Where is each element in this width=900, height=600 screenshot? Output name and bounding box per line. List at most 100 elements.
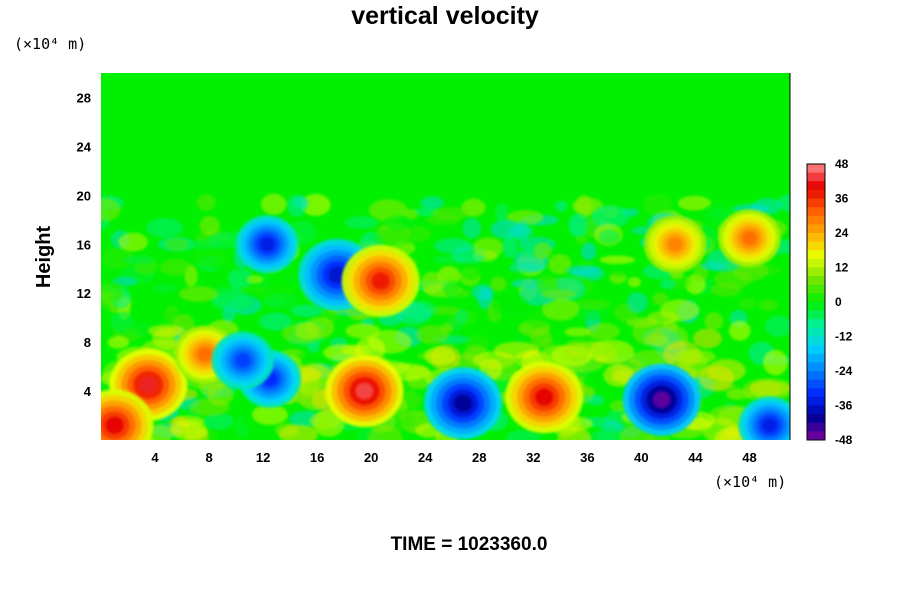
texture-cell [590,205,630,228]
velocity-cell [105,416,124,434]
texture-cell [101,198,121,221]
colorbar-swatch [807,327,825,337]
texture-cell [626,292,648,314]
velocity-cell [235,353,251,368]
y-tick-label: 24 [77,139,92,154]
texture-cell [196,194,216,211]
texture-cell [101,301,111,319]
x-axis-ticks: 4 8 12 16 20 24 28 32 36 40 44 48 [151,450,756,465]
texture-cell [187,239,224,250]
texture-cell [652,292,669,306]
texture-cell [548,254,572,275]
x-tick-label: 32 [526,450,540,465]
texture-cell [555,200,568,212]
colorbar-swatch [807,431,825,441]
colorbar-swatch [807,276,825,286]
texture-cell [179,286,219,302]
colorbar-swatch [807,181,825,191]
texture-cell [434,238,472,254]
colorbar-swatch [807,302,825,312]
texture-cell [278,424,319,440]
texture-cell [345,323,381,339]
texture-cell [281,323,324,344]
y-tick-label: 28 [77,90,91,105]
texture-cell [506,210,544,225]
texture-cell [384,215,417,232]
colorbar-swatch [807,353,825,363]
texture-cell [101,281,125,302]
texture-cell [541,289,576,299]
colorbar-swatch [807,319,825,329]
texture-cell [240,414,255,430]
texture-cell [246,275,264,284]
colorbar-tick-label: 0 [835,295,842,309]
colorbar-swatch [807,215,825,225]
colorbar-frame [806,163,826,441]
y-tick-label: 20 [77,188,91,203]
texture-cell [404,208,419,220]
texture-cell [490,276,507,292]
velocity-cell [454,394,473,412]
texture-cell [490,219,524,239]
texture-cell [227,267,253,291]
x-tick-label: 44 [688,450,703,465]
texture-cell [586,322,620,340]
texture-cell [424,346,456,366]
colorbar-swatch [807,310,825,320]
colorbar-swatch [807,379,825,389]
texture-cell [420,196,444,210]
texture-cell [710,283,742,297]
texture-cell [627,277,641,288]
texture-cell [170,420,208,440]
texture-cell [287,194,307,217]
time-label: TIME = 1023360.0 [391,534,548,555]
texture-cell [444,280,461,302]
texture-cell [151,283,177,294]
texture-cell [199,215,220,236]
colorbar-swatch [807,172,825,182]
colorbar-tick-label: 24 [835,226,849,240]
velocity-cell [762,418,778,433]
texture-cell [535,275,558,294]
texture-cell [733,261,769,281]
colorbar-swatch [807,388,825,398]
texture-cell [415,325,449,345]
velocity-cell [741,230,758,246]
texture-cell [252,404,288,426]
texture-cell [575,234,588,245]
texture-cell [102,247,135,270]
y-axis-unit: (×10⁴ m) [14,35,86,53]
velocity-cells [101,193,790,440]
texture-cell [307,341,320,353]
texture-cell [698,365,735,391]
colorbar-tick-label: -48 [835,433,853,447]
colorbar-swatch [807,405,825,415]
texture-cell [164,238,190,252]
x-tick-label: 24 [418,450,433,465]
texture-cell [462,217,481,239]
texture-cell [758,299,779,311]
velocity-cell [197,347,213,362]
colorbar-swatch [807,258,825,268]
x-tick-label: 8 [205,450,212,465]
x-tick-label: 40 [634,450,648,465]
texture-cell [564,327,591,337]
x-tick-label: 4 [151,450,159,465]
colorbar-swatch [807,164,825,174]
plot-area [101,73,791,440]
texture-cell [290,304,324,318]
texture-cell [190,247,229,268]
colorbar-swatch [807,189,825,199]
texture-cell [738,297,757,310]
colorbar-swatch [807,345,825,355]
texture-cell [677,195,712,211]
y-tick-label: 16 [77,237,91,252]
texture-cell [598,229,621,245]
texture-cell [239,285,264,294]
texture-cell [345,216,379,230]
texture-cell [599,255,636,265]
colorbar-tick-label: 12 [835,261,849,275]
x-tick-label: 36 [580,450,594,465]
colorbar-swatch [807,207,825,217]
colorbar-swatch [807,284,825,294]
